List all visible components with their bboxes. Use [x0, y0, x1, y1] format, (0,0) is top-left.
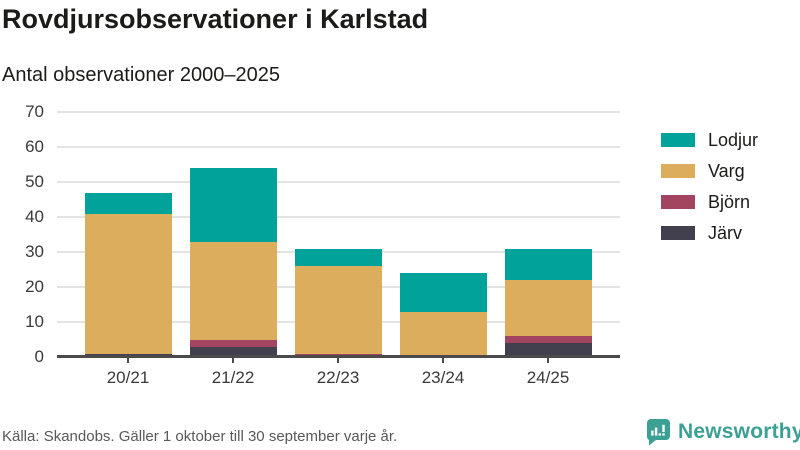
legend-label: Järv: [708, 223, 743, 243]
bar-segment-varg: [294, 266, 382, 354]
chart-title: Rovdjursobservationer i Karlstad: [2, 4, 429, 34]
legend-swatch-järv: [661, 226, 695, 240]
newsworthy-wordmark: Newsworthy: [678, 420, 800, 443]
bar-segment-järv: [189, 346, 277, 357]
source-note: Källa: Skandobs. Gäller 1 oktober till 3…: [2, 428, 398, 445]
legend-item: Björn: [661, 193, 758, 211]
x-axis-label: 24/25: [526, 368, 570, 387]
y-axis-label: 20: [25, 277, 44, 296]
x-tick: [547, 357, 549, 363]
bar-segment-lodjur: [399, 273, 487, 312]
bar-segment-lodjur: [294, 248, 382, 266]
legend-swatch-björn: [661, 195, 695, 209]
newsworthy-logo-icon: [646, 419, 670, 446]
bar-segment-varg: [399, 311, 487, 357]
bar-segment-lodjur: [189, 168, 277, 242]
gridline: [57, 216, 620, 218]
newsworthy-logo: Newsworthy: [645, 418, 800, 446]
gridline: [57, 181, 620, 183]
y-axis-label: 50: [25, 172, 44, 191]
bar-segment-varg: [84, 213, 172, 354]
x-tick: [232, 357, 234, 363]
y-axis-label: 10: [25, 312, 44, 331]
chart-subtitle: Antal observationer 2000–2025: [2, 64, 280, 86]
legend-swatch-varg: [661, 164, 695, 178]
legend-item: Varg: [661, 162, 758, 180]
gridline: [57, 146, 620, 148]
legend-label: Lodjur: [708, 130, 759, 150]
bar-segment-järv: [504, 343, 592, 357]
x-axis-label: 22/23: [316, 368, 360, 387]
x-tick: [337, 357, 339, 363]
y-axis-label: 70: [25, 102, 44, 121]
bar-segment-björn: [189, 339, 277, 347]
y-axis-label: 40: [25, 207, 44, 226]
legend-item: Järv: [661, 224, 758, 242]
legend-swatch-lodjur: [661, 133, 695, 147]
x-tick: [442, 357, 444, 363]
legend: Lodjur Varg Björn Järv: [661, 131, 758, 255]
bar-segment-varg: [504, 280, 592, 336]
bar-segment-björn: [504, 336, 592, 343]
x-axis-label: 23/24: [421, 368, 465, 387]
y-axis-label: 60: [25, 137, 44, 156]
legend-item: Lodjur: [661, 131, 758, 149]
x-tick: [127, 357, 129, 363]
gridline: [57, 111, 620, 113]
x-axis-label: 20/21: [106, 368, 150, 387]
x-axis-line: [57, 355, 620, 358]
bar-segment-lodjur: [84, 192, 172, 214]
y-axis-label: 0: [34, 347, 44, 366]
plot-area: [57, 111, 620, 358]
legend-label: Björn: [708, 192, 751, 212]
x-axis-label: 21/22: [211, 368, 255, 387]
legend-label: Varg: [708, 161, 745, 181]
bar-segment-varg: [189, 241, 277, 340]
y-axis-label: 30: [25, 242, 44, 261]
bar-segment-lodjur: [504, 248, 592, 280]
